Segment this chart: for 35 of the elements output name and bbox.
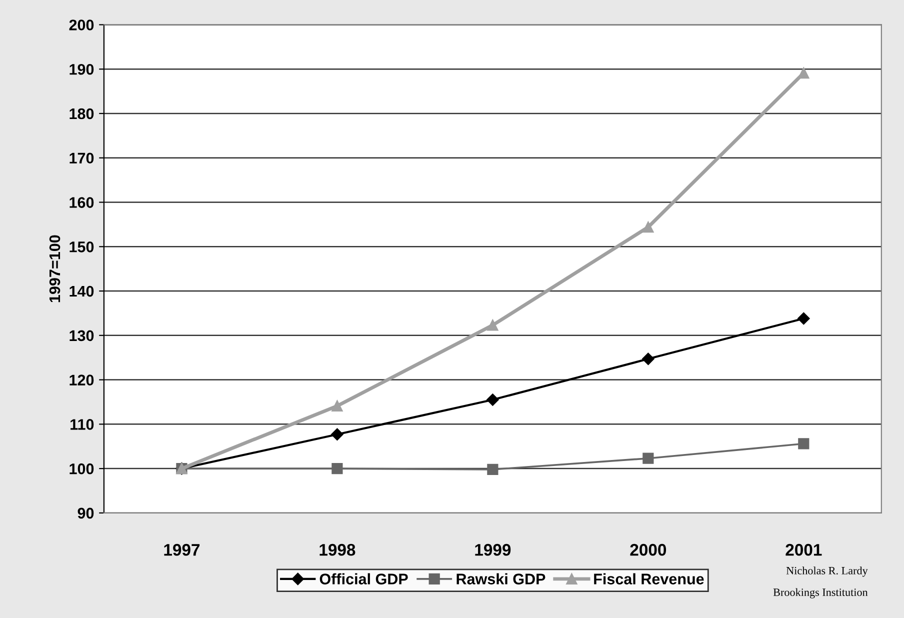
point: [642, 352, 654, 366]
point: [642, 452, 654, 464]
y-tick-label: 170: [70, 152, 94, 164]
y-tick-label: 180: [70, 108, 94, 120]
legend-label: Official GDP: [320, 573, 408, 584]
point: [487, 320, 498, 331]
legend-label: Fiscal Revenue: [594, 573, 704, 584]
point: [798, 312, 810, 325]
text: Nicholas R. Lardy: [786, 566, 868, 577]
y-tick-label: 130: [70, 330, 94, 342]
point: [332, 400, 343, 412]
x-tick-label: 1999: [475, 544, 511, 556]
x-tick-label: 2000: [630, 544, 666, 556]
x-tick-label: 1997: [164, 544, 200, 556]
point: [798, 68, 810, 79]
point: [331, 428, 344, 440]
point: [486, 394, 499, 406]
y-tick-label: 140: [70, 286, 94, 297]
y-tick-label: 100: [70, 463, 94, 474]
point: [642, 222, 654, 233]
point: [487, 464, 498, 475]
x-tick-label: 1998: [320, 544, 356, 556]
y-tick-label: 150: [70, 242, 94, 252]
y-tick-label: 160: [70, 197, 94, 208]
point: [332, 463, 343, 474]
y-tick-label: 200: [69, 20, 94, 30]
y-axis-title: 1997=100: [49, 235, 60, 302]
point: [798, 438, 810, 450]
y-tick-label: 120: [70, 374, 94, 386]
text: Brookings Institution: [773, 588, 868, 598]
legend-label: Rawski GDP: [456, 573, 546, 584]
y-tick-label: 90: [78, 508, 94, 519]
y-tick-label: 110: [70, 419, 94, 430]
y-tick-label: 190: [70, 64, 94, 75]
x-tick-label: 2001: [786, 544, 822, 556]
